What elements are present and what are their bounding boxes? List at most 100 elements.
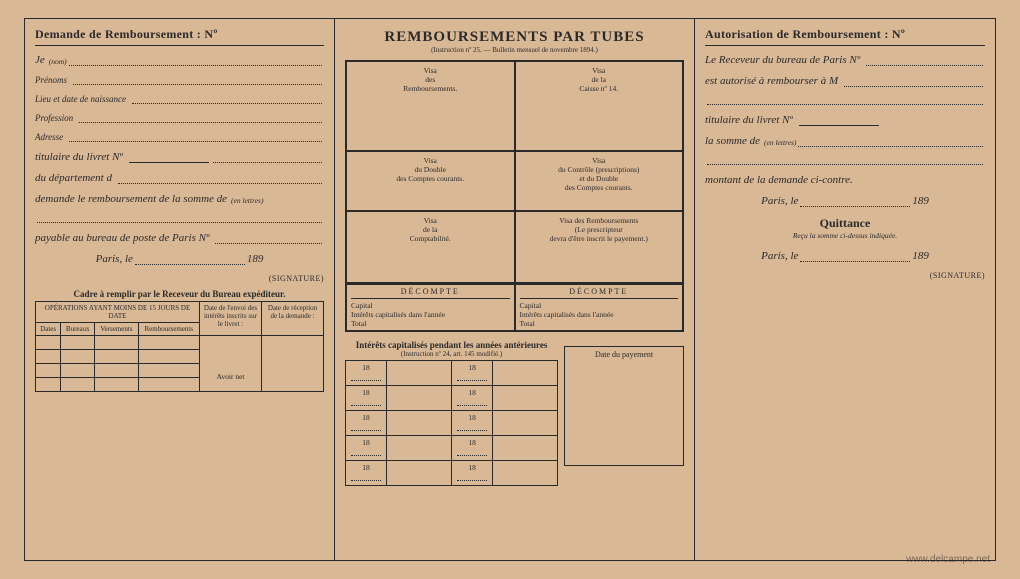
- field-livret-no-r[interactable]: [799, 118, 879, 126]
- field-date-left[interactable]: [135, 256, 245, 265]
- year-cell: 18: [346, 386, 387, 411]
- col-rembourse: Remboursements: [138, 323, 199, 336]
- line-demande: demande le remboursement de la somme de …: [35, 193, 324, 205]
- line-montant: montant de la demande ci-contre.: [705, 174, 985, 186]
- cell[interactable]: [387, 386, 452, 411]
- heading-autorisation: Autorisation de Remboursement : Nº: [705, 27, 985, 46]
- label-departement: du département d: [35, 172, 112, 184]
- heading-demande: Demande de Remboursement : Nº: [35, 27, 324, 46]
- col-mid: REMBOURSEMENTS PAR TUBES (Instruction nº…: [335, 19, 695, 560]
- title-main: REMBOURSEMENTS PAR TUBES: [345, 29, 684, 46]
- dc-interets-2: Intérêts capitalisés dans l'année: [520, 310, 679, 319]
- line-somme-r: la somme de (en lettres): [705, 135, 985, 147]
- year-cell: 18: [346, 436, 387, 461]
- label-189-q: 189: [912, 250, 929, 262]
- cell[interactable]: [493, 461, 558, 486]
- cell[interactable]: [138, 336, 199, 350]
- cell[interactable]: [387, 361, 452, 386]
- cell[interactable]: [36, 350, 61, 364]
- interets-title: Intérêts capitalisés pendant les années …: [345, 340, 558, 350]
- cell[interactable]: [61, 336, 95, 350]
- label-enlettres-r: (en lettres): [764, 138, 796, 147]
- table-row: 18 18: [346, 361, 558, 386]
- field-lieu[interactable]: [132, 95, 322, 104]
- visa-comptabilite: Visa de la Comptabilité.: [346, 211, 515, 283]
- cell[interactable]: [61, 364, 95, 378]
- col-bureaux: Bureaux: [61, 323, 95, 336]
- cell[interactable]: [36, 336, 61, 350]
- label-je-sup: (nom): [49, 57, 67, 66]
- decompte-left: DÉCOMPTE Capital Intérêts capitalisés da…: [346, 284, 515, 331]
- line-departement: du département d: [35, 172, 324, 184]
- cell[interactable]: [61, 350, 95, 364]
- cell[interactable]: [387, 461, 452, 486]
- field-somme-r[interactable]: [798, 138, 983, 147]
- field-beneficiaire[interactable]: [844, 78, 983, 87]
- field-profession[interactable]: [79, 114, 322, 123]
- field-somme[interactable]: [37, 214, 322, 223]
- line-prenoms: Prénoms: [35, 75, 324, 85]
- cell[interactable]: [95, 378, 138, 392]
- visa-controle: Visa du Contrôle (prescriptions) et du D…: [515, 151, 684, 211]
- date-payement-box: Date du payement: [564, 340, 684, 486]
- visa-grid: Visa des Remboursements. Visa de la Cais…: [345, 60, 684, 284]
- cell[interactable]: [138, 364, 199, 378]
- visa-double-cc-1: Visa du Double des Comptes courants.: [346, 151, 515, 211]
- field-date-right[interactable]: [800, 198, 910, 207]
- cell[interactable]: [387, 436, 452, 461]
- field-date-quittance[interactable]: [800, 253, 910, 262]
- cell[interactable]: [95, 336, 138, 350]
- label-paris-le-q: Paris, le: [761, 250, 798, 262]
- interets-sub: (Instruction nº 24, art. 145 modifié.): [345, 350, 558, 358]
- line-payable: payable au bureau de poste de Paris Nº: [35, 232, 324, 244]
- year-cell: 18: [452, 386, 493, 411]
- form-frame: Demande de Remboursement : Nº Je (nom) P…: [24, 18, 996, 561]
- heading-autorisation-text: Autorisation de Remboursement : Nº: [705, 27, 905, 41]
- label-montant: montant de la demande ci-contre.: [705, 174, 853, 186]
- cell-date-envoi[interactable]: Avoir net: [200, 336, 262, 392]
- signature-left: (SIGNATURE): [35, 274, 324, 283]
- decompte-right: DÉCOMPTE Capital Intérêts capitalisés da…: [515, 284, 684, 331]
- field-bureau-paris[interactable]: [866, 57, 983, 66]
- date-payement[interactable]: Date du payement: [564, 346, 684, 466]
- field-somme-r2[interactable]: [707, 156, 983, 165]
- label-prenoms: Prénoms: [35, 75, 67, 85]
- label-payable: payable au bureau de poste de Paris Nº: [35, 232, 209, 244]
- field-titulaire[interactable]: [213, 154, 322, 163]
- cell-date-reception[interactable]: [262, 336, 324, 392]
- field-adresse[interactable]: [69, 133, 322, 142]
- label-lieu: Lieu et date de naissance: [35, 94, 126, 104]
- field-je[interactable]: [69, 57, 322, 66]
- cell[interactable]: [95, 364, 138, 378]
- cell[interactable]: [36, 378, 61, 392]
- field-livret-no[interactable]: [129, 155, 209, 163]
- field-beneficiaire-2[interactable]: [707, 96, 983, 105]
- cell[interactable]: [138, 378, 199, 392]
- field-bureau-no[interactable]: [215, 235, 322, 244]
- decompte-title-2: DÉCOMPTE: [520, 287, 679, 299]
- field-prenoms[interactable]: [73, 76, 322, 85]
- line-titulaire-r: titulaire du livret Nº: [705, 114, 985, 126]
- label-titulaire: titulaire du livret Nº: [35, 151, 123, 163]
- label-receveur: Le Receveur du bureau de Paris Nº: [705, 54, 860, 66]
- table-row: 18 18: [346, 411, 558, 436]
- cell[interactable]: [387, 411, 452, 436]
- cell[interactable]: [95, 350, 138, 364]
- cell[interactable]: [493, 436, 558, 461]
- cell[interactable]: [138, 350, 199, 364]
- cadre-table: OPÉRATIONS AYANT MOINS DE 15 JOURS DE DA…: [35, 301, 324, 392]
- line-receveur: Le Receveur du bureau de Paris Nº: [705, 54, 985, 66]
- cell[interactable]: [493, 411, 558, 436]
- cell[interactable]: [61, 378, 95, 392]
- dc-total-2: Total: [520, 319, 679, 328]
- cell[interactable]: [493, 361, 558, 386]
- cell[interactable]: [36, 364, 61, 378]
- field-departement[interactable]: [118, 175, 322, 184]
- year-cell: 18: [346, 461, 387, 486]
- cell[interactable]: [493, 386, 558, 411]
- year-cell: 18: [452, 461, 493, 486]
- col-dates: Dates: [36, 323, 61, 336]
- quittance-sub: Reçu la somme ci-dessus indiquée.: [705, 231, 985, 240]
- label-en-lettres: (en lettres): [231, 196, 263, 205]
- label-demande: demande le remboursement de la somme de: [35, 193, 227, 205]
